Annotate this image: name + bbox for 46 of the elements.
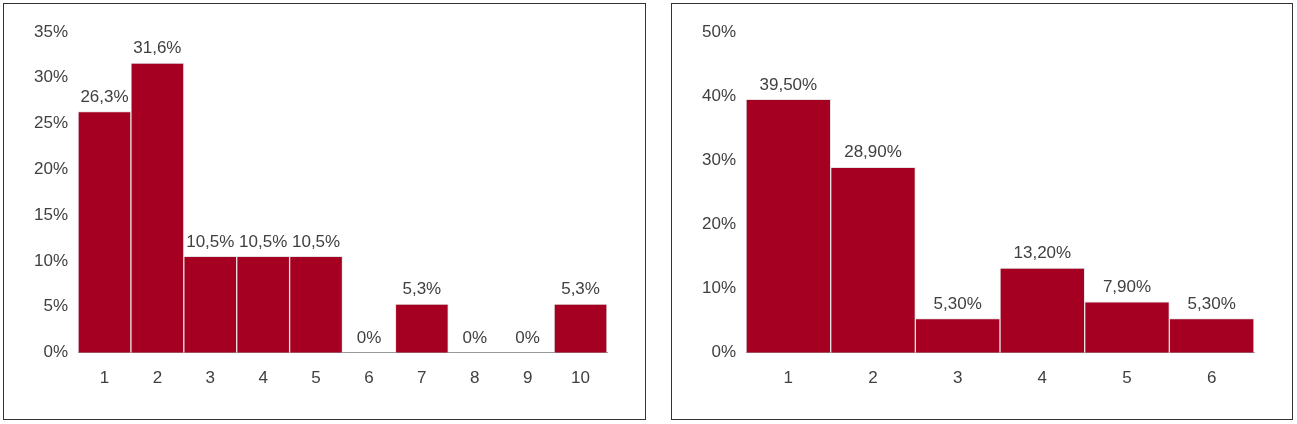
y-tick-label: 25%: [33, 113, 69, 133]
x-tick-label: 6: [364, 368, 374, 388]
y-tick-label: 30%: [701, 149, 737, 169]
data-label: 5,3%: [561, 279, 600, 299]
x-tick-label: 1: [99, 368, 110, 388]
data-label: 10,5%: [186, 231, 235, 251]
y-tick-label: 50%: [701, 21, 737, 41]
data-label: 0%: [462, 327, 488, 347]
x-tick-label: 6: [1206, 368, 1217, 388]
y-tick-label: 20%: [33, 159, 69, 179]
y-tick-label: 35%: [33, 21, 69, 41]
y-tick-label: 20%: [701, 214, 737, 234]
x-tick-label: 2: [868, 368, 878, 388]
data-label: 0%: [356, 327, 382, 347]
x-tick-label: 5: [1122, 368, 1132, 388]
y-tick-label: 0%: [43, 342, 69, 362]
x-tick-label: 2: [152, 368, 163, 388]
y-tick-label: 40%: [701, 85, 737, 105]
data-label: 7,90%: [1102, 277, 1152, 297]
x-tick-label: 3: [205, 368, 215, 388]
y-tick-label: 30%: [33, 67, 69, 87]
data-label: 5,30%: [933, 293, 982, 313]
x-tick-label: 7: [417, 368, 427, 388]
y-tick-label: 10%: [701, 278, 737, 298]
y-tick-label: 5%: [43, 296, 69, 316]
x-tick-label: 1: [783, 368, 794, 388]
x-tick-label: 4: [1037, 368, 1048, 388]
x-tick-label: 10: [571, 368, 591, 388]
data-label: 5,30%: [1187, 293, 1236, 313]
data-label: 39,50%: [759, 74, 818, 94]
x-tick-label: 4: [258, 368, 268, 388]
data-label: 28,90%: [844, 142, 902, 162]
data-label: 5,3%: [402, 279, 442, 299]
y-tick-label: 10%: [33, 250, 69, 270]
data-label: 26,3%: [80, 86, 129, 106]
data-label: 10,5%: [239, 231, 288, 251]
y-tick-label: 15%: [33, 204, 69, 224]
data-label: 0%: [515, 327, 540, 347]
x-tick-label: 3: [952, 368, 963, 388]
data-label: 10,5%: [291, 231, 341, 251]
y-tick-label: 0%: [711, 342, 737, 362]
data-label: 13,20%: [1013, 243, 1072, 263]
x-tick-label: 9: [522, 368, 533, 388]
data-label: 31,6%: [133, 38, 182, 58]
x-tick-label: 5: [311, 368, 321, 388]
x-tick-label: 8: [470, 368, 480, 388]
